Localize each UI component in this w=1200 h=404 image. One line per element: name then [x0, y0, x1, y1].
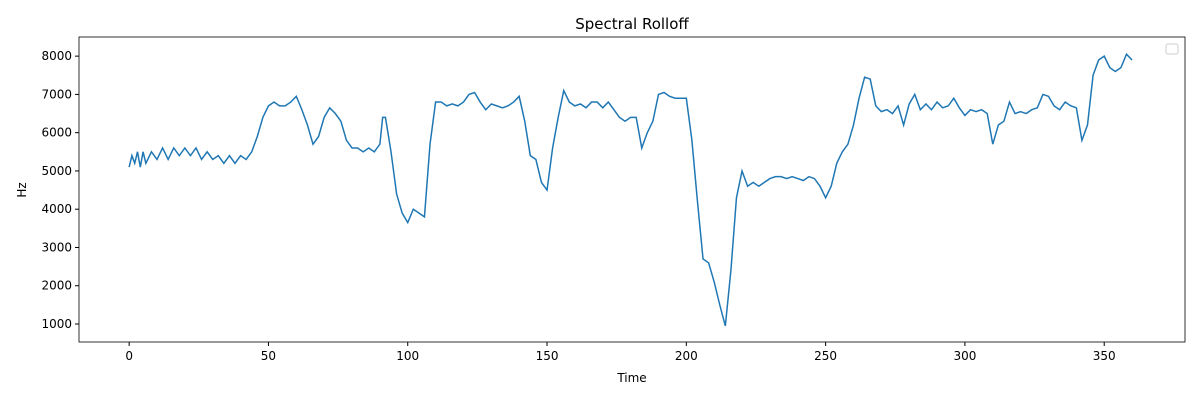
x-tick-label: 250	[814, 349, 837, 363]
plot-frame	[78, 36, 1186, 343]
data-line	[128, 52, 1133, 327]
x-tick-label: 350	[1093, 349, 1116, 363]
chart-title: Spectral Rolloff	[575, 15, 689, 33]
y-tick-label: 4000	[41, 202, 72, 216]
legend-box	[1165, 43, 1179, 55]
x-axis-label: Time	[616, 371, 646, 385]
y-tick-label: 3000	[41, 240, 72, 254]
x-tick-label: 100	[396, 349, 419, 363]
x-tick-label: 300	[953, 349, 976, 363]
y-tick-label: 6000	[41, 126, 72, 140]
x-tick-label: 50	[261, 349, 276, 363]
y-tick-label: 1000	[41, 317, 72, 331]
y-tick-label: 8000	[41, 49, 72, 63]
y-tick-label: 5000	[41, 164, 72, 178]
x-tick-label: 0	[125, 349, 133, 363]
y-tick-label: 2000	[41, 279, 72, 293]
y-axis-label: Hz	[15, 182, 29, 197]
x-tick-label: 150	[536, 349, 559, 363]
x-tick-label: 200	[675, 349, 698, 363]
y-tick-label: 7000	[41, 87, 72, 101]
